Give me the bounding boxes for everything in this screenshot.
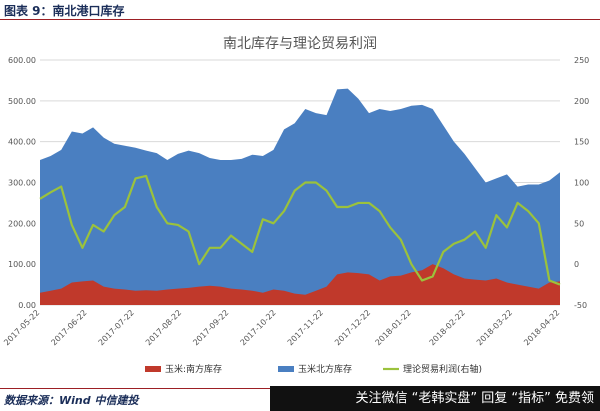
data-source: 数据来源：Wind 中信建投 <box>4 394 139 407</box>
header-rule <box>0 19 600 20</box>
y-left-tick-label: 400.00 <box>8 138 36 147</box>
x-tick-label: 2018-03-22 <box>475 308 514 347</box>
y-left-tick-label: 300.00 <box>8 179 36 188</box>
x-tick-label: 2017-10-22 <box>239 308 278 347</box>
chart: 0.00 100.00 200.00 300.00 400.00 500.00 600.00… <box>2 36 589 375</box>
figure-header: 图表 9：南北港口库存 <box>0 0 600 20</box>
y-left-tick-label: 500.00 <box>8 97 36 106</box>
watermark-banner: 关注微信 “老韩实盘” 回复 “指标” 免费领 <box>270 386 600 411</box>
x-tick-label: 2017-09-22 <box>191 308 230 347</box>
line-trade-profit <box>39 174 561 286</box>
y-right-tick-label: 150 <box>574 138 589 147</box>
x-tick-label: 2017-12-22 <box>333 308 372 347</box>
legend-label: 玉米北方库存 <box>298 363 352 375</box>
x-tick-label: 2017-05-22 <box>2 308 41 347</box>
x-tick-label: 2017-08-22 <box>144 308 183 347</box>
y-right-tick-label: 50 <box>574 219 584 228</box>
line-series <box>39 174 561 286</box>
y-axis-right: -50 0 50 100 150 200 250 <box>574 56 589 310</box>
y-left-tick-label: 600.00 <box>8 56 36 65</box>
y-right-tick-label: 250 <box>574 56 589 65</box>
chart-title: 南北库存与理论贸易利润 <box>223 36 377 52</box>
area-north-inventory <box>40 88 560 305</box>
y-axis-left: 0.00 100.00 200.00 300.00 400.00 500.00 600.00 <box>8 56 36 310</box>
legend-swatch <box>145 366 161 372</box>
y-left-tick-label: 0.00 <box>18 301 36 310</box>
area-south-inventory <box>40 264 560 305</box>
x-tick-label: 2017-07-22 <box>97 308 136 347</box>
y-right-tick-label: 0 <box>574 260 579 269</box>
figure-label: 图表 9：南北港口库存 <box>4 4 125 18</box>
x-tick-label: 2017-11-22 <box>286 308 325 347</box>
y-left-tick-label: 200.00 <box>8 219 36 228</box>
y-right-tick-label: 200 <box>574 97 589 106</box>
x-tick-label: 2018-04-22 <box>522 308 561 347</box>
y-right-tick-label: -50 <box>574 301 587 310</box>
y-left-tick-label: 100.00 <box>8 260 36 269</box>
legend-label: 理论贸易利润(右轴) <box>403 363 482 375</box>
legend-swatch <box>278 366 294 372</box>
legend: 玉米:南方库存 玉米北方库存 理论贸易利润(右轴) <box>145 363 482 375</box>
x-tick-label: 2018-02-22 <box>428 308 467 347</box>
x-tick-label: 2018-01-22 <box>374 308 413 347</box>
x-tick-label: 2017-06-22 <box>49 308 88 347</box>
y-right-tick-label: 100 <box>574 179 589 188</box>
x-axis: 2017-05-22 2017-06-22 2017-07-22 2017-08-22… <box>2 308 561 347</box>
legend-label: 玉米:南方库存 <box>165 363 222 375</box>
area-series <box>40 88 560 305</box>
